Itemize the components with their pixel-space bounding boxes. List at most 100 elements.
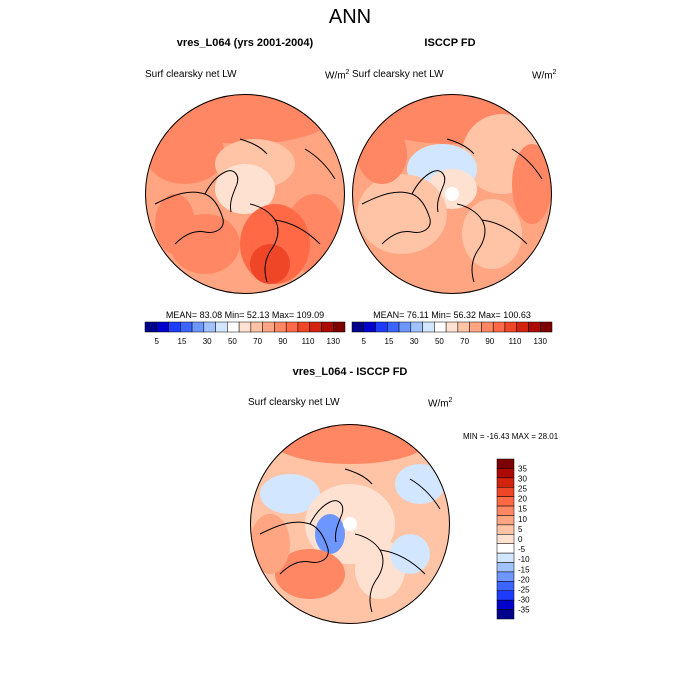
colorbar-tick-label: 25 [518,485,527,494]
colorbar-tick-label: 30 [410,337,419,346]
colorbar-swatch [496,477,515,488]
colorbar-swatch [321,321,334,333]
colorbar-swatch [262,321,275,333]
colorbar-tick-label: 35 [518,464,527,473]
polar-map-model [145,94,345,294]
coastline [409,478,441,510]
colorbar-swatch [496,496,515,507]
field-region [390,534,430,574]
field-label-model: Surf clearsky net LW [145,69,237,80]
colorbar-obs: 5 15 30 50 70 90 110 130 [351,321,553,346]
colorbar-tick-label: 15 [385,337,394,346]
polar-map-obs [352,94,552,294]
colorbar-swatch [496,543,515,554]
colorbar-swatch [309,321,322,333]
colorbar-swatch [496,581,515,592]
colorbar-tick-label: -35 [518,606,530,615]
colorbar-tick-label: 70 [460,337,469,346]
field-region [250,514,290,574]
colorbar-tick-label: -25 [518,585,530,594]
panel-title-obs: ISCCP FD [424,37,476,49]
colorbar-swatch [496,486,515,497]
field-region [250,244,290,284]
colorbar-swatch [238,321,252,333]
coastline [481,219,528,245]
colorbar-swatch [422,321,435,333]
colorbar-tick-label: 110 [302,337,315,346]
colorbar-swatch [504,321,517,333]
colorbar-swatch [434,321,447,333]
colorbar-swatch [191,321,205,333]
coastline [411,170,446,213]
field-region [215,164,275,214]
colorbar-swatch [496,590,515,601]
colorbar-swatch [481,321,494,333]
colorbar-swatch [387,321,400,333]
field-region [270,424,430,464]
field-label-diff: Surf clearsky net LW [248,397,340,408]
colorbar-swatch [156,321,169,333]
coastline [456,203,486,283]
stats-model: MEAN= 83.08 Min= 52.13 Max= 109.09 [165,310,325,320]
colorbar-tick-label: 5 [518,525,523,534]
colorbar-tick-label: 5 [362,337,367,346]
colorbar-swatch [250,321,263,333]
coastline [239,138,268,155]
figure-title: ANN [328,6,372,28]
colorbar-swatch [496,524,515,535]
panel-title-model: vres_L064 (yrs 2001-2004) [176,37,314,49]
coastline [511,148,543,180]
colorbar-swatch [496,562,515,573]
colorbar-swatch [496,505,515,516]
panel-title-diff: vres_L064 - ISCCP FD [292,366,408,378]
colorbar-swatch [180,321,193,333]
coastline [154,191,224,245]
field-region [512,144,552,224]
colorbar-tick-label: 90 [278,337,287,346]
field-region [155,194,195,254]
colorbar-swatch [227,321,240,333]
colorbar-swatch [274,321,287,333]
colorbar-swatch [496,599,515,610]
colorbar-swatch [496,534,515,544]
coastline [446,138,475,155]
colorbar-swatch [457,321,470,333]
field-region [260,474,320,514]
colorbar-swatch [297,321,310,333]
colorbar-tick-label: 15 [518,505,527,514]
coastline [344,468,373,485]
stats-diff: MIN = -16.43 MAX = 28.01 [463,432,559,441]
colorbar-swatch [469,321,482,333]
colorbar-tick-label: 15 [178,337,187,346]
colorbar-swatch [496,458,515,469]
colorbar-tick-label: -5 [518,545,526,554]
colorbar-swatch [363,321,376,333]
colorbar-swatch [215,321,228,333]
colorbar-swatch [492,321,506,333]
colorbar-swatch [168,321,181,333]
colorbar-tick-label: 110 [509,337,522,346]
colorbar-swatch [375,321,388,333]
colorbar-swatch [496,468,515,479]
colorbar-tick-label: 0 [518,535,523,544]
colorbar-swatch [496,571,515,582]
coastline [274,219,321,245]
colorbar-tick-label: 10 [518,515,527,524]
colorbar-tick-label: 50 [228,337,237,346]
colorbar-swatch [332,321,346,333]
coastline [354,533,384,613]
colorbar-tick-label: -10 [518,555,530,564]
colorbar-swatch [496,552,515,563]
polar-map-diff [250,424,450,624]
colorbar-swatch [410,321,423,333]
colorbar-tick-label: 70 [253,337,262,346]
coastline [259,521,329,575]
colorbar-tick-label: 130 [534,337,548,346]
colorbar-swatch [203,321,216,333]
colorbar-swatch [445,321,459,333]
field-region [145,124,225,184]
map-border [145,94,345,294]
colorbar-tick-label: -30 [518,596,530,605]
colorbar-tick-label: 50 [435,337,444,346]
